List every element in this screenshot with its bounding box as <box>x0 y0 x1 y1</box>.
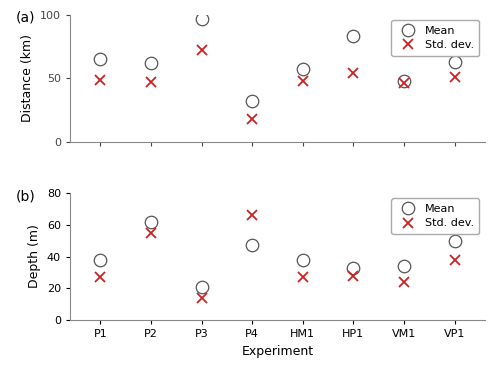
Legend: Mean, Std. dev.: Mean, Std. dev. <box>392 198 480 234</box>
Text: (b): (b) <box>16 189 36 203</box>
Legend: Mean, Std. dev.: Mean, Std. dev. <box>392 20 480 56</box>
X-axis label: Experiment: Experiment <box>242 345 314 358</box>
Text: (a): (a) <box>16 11 36 25</box>
Y-axis label: Distance (km): Distance (km) <box>22 34 35 122</box>
Y-axis label: Depth (m): Depth (m) <box>28 224 42 289</box>
